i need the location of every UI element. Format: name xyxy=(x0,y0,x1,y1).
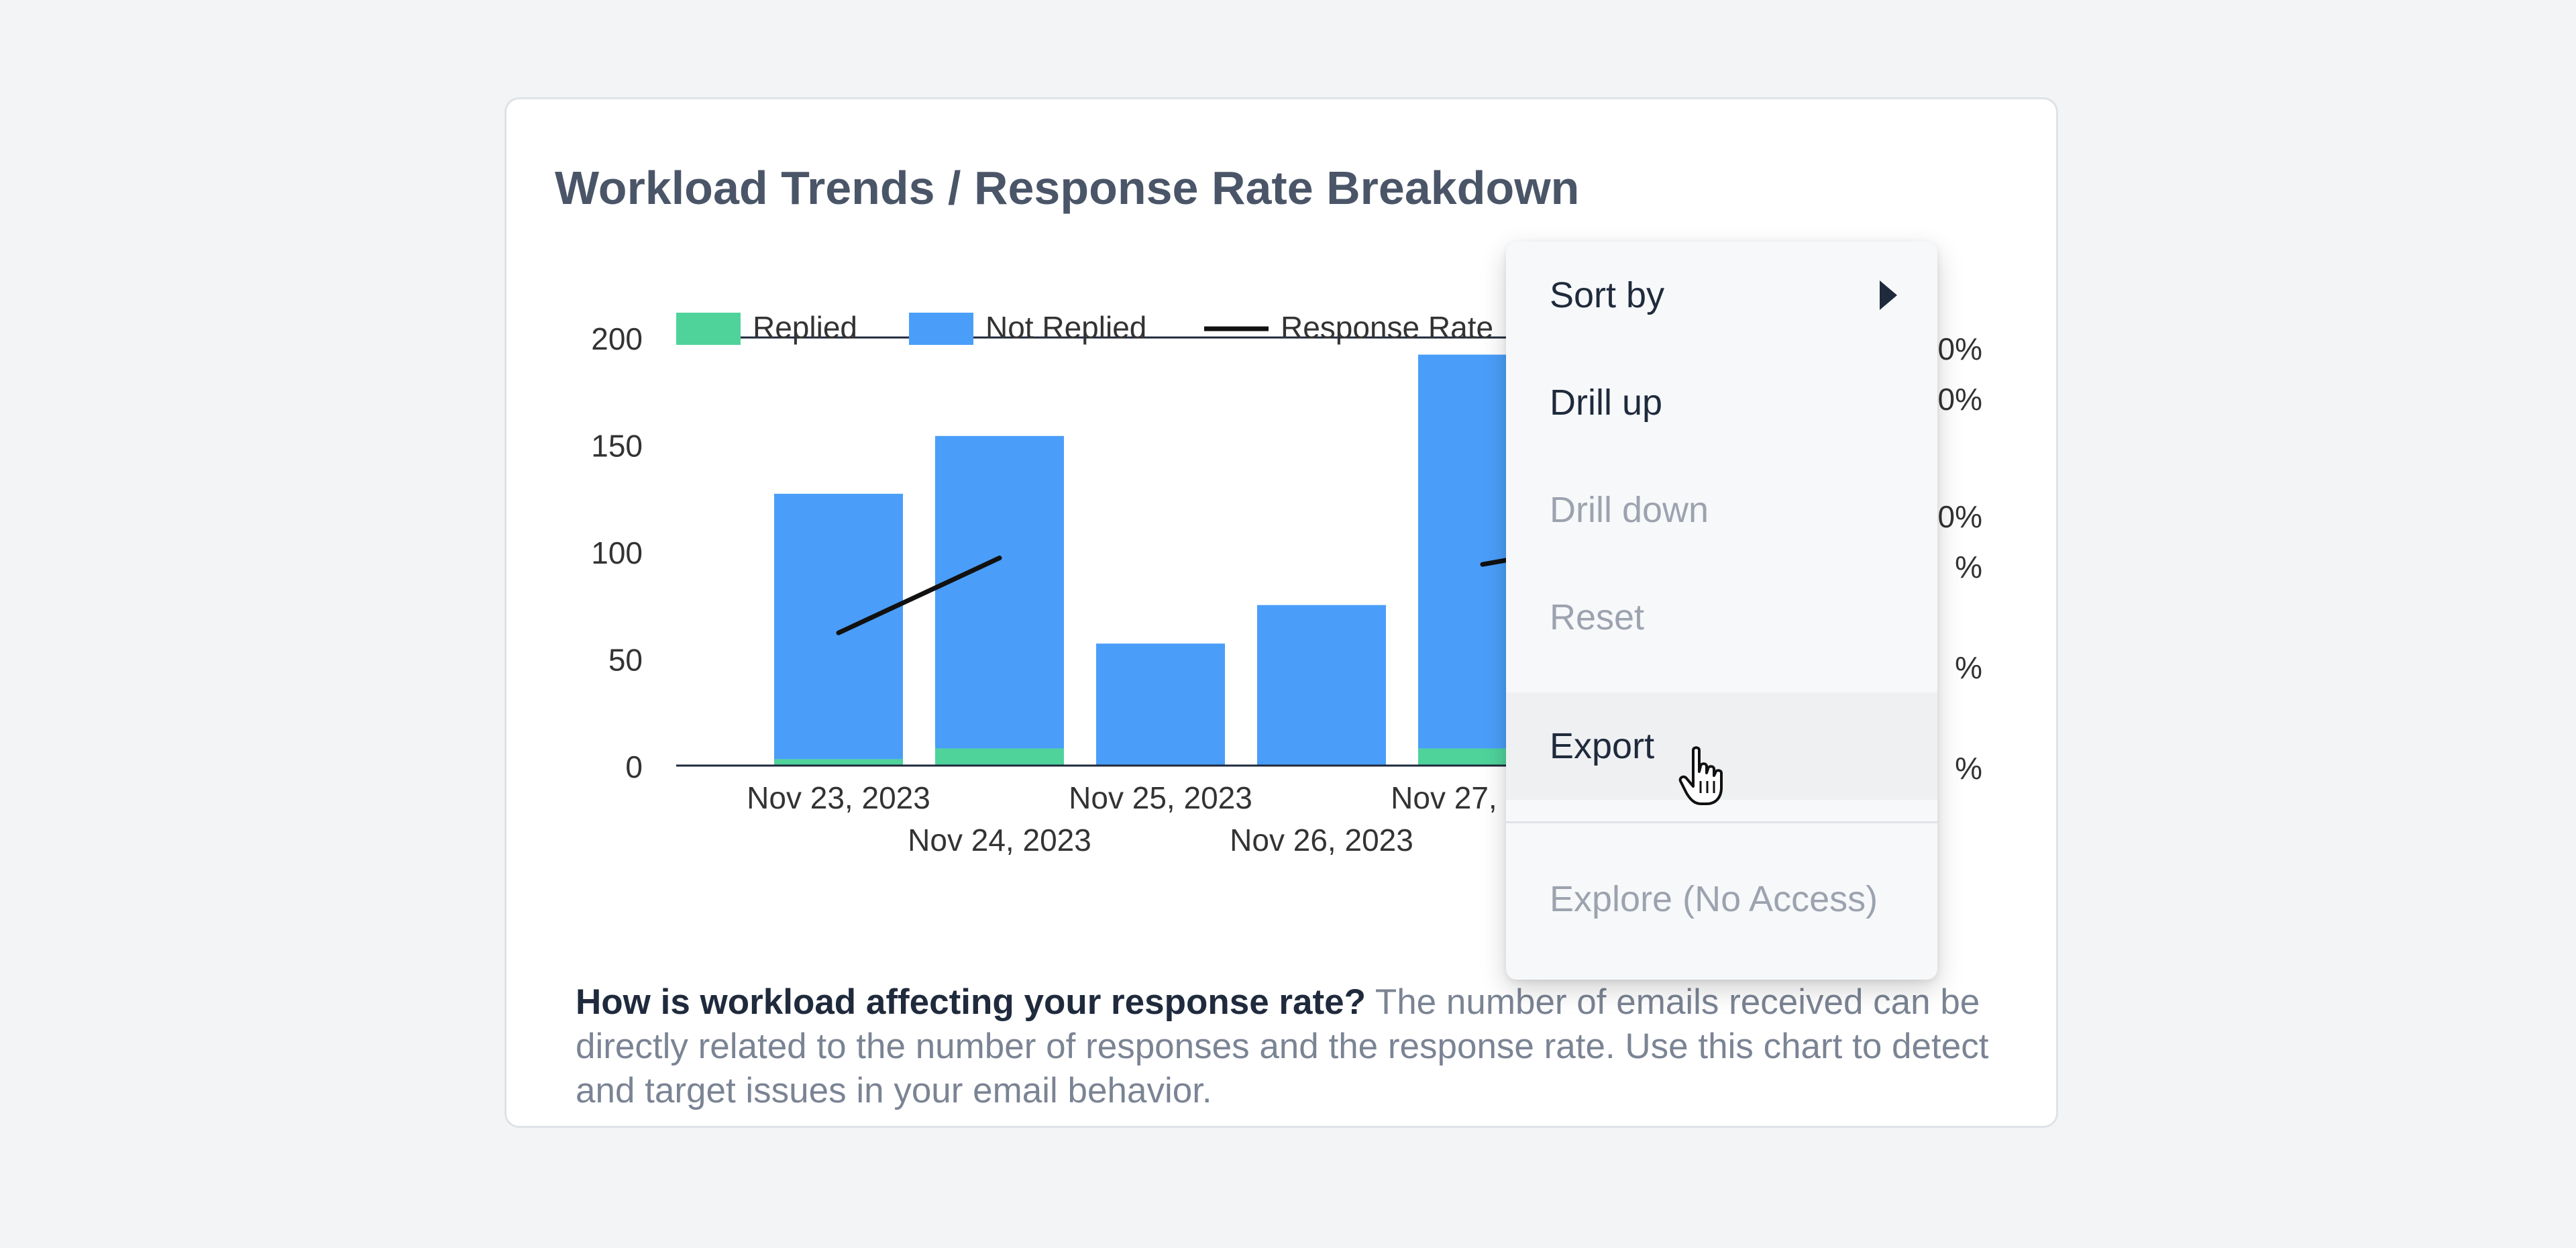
x-tick-label: Nov 24, 2023 xyxy=(908,823,1091,857)
menu-divider xyxy=(1506,821,1937,823)
y-tick-label: 0 xyxy=(625,749,643,784)
legend-response-rate-label: Response Rate xyxy=(1281,310,1493,345)
not-replied-bar xyxy=(1257,605,1386,766)
right-axis-tick-label: % xyxy=(1955,751,1982,786)
not-replied-bar xyxy=(935,435,1064,749)
legend-not-replied-swatch xyxy=(909,313,973,345)
menu-item-label: Explore (No Access) xyxy=(1550,879,1878,919)
x-tick-label: Nov 26, 2023 xyxy=(1230,823,1413,857)
y-tick-label: 150 xyxy=(591,429,643,464)
legend-not-replied-label: Not Replied xyxy=(985,310,1146,345)
chart-description: How is workload affecting your response … xyxy=(576,980,2011,1113)
menu-item-label: Sort by xyxy=(1550,275,1665,315)
context-menu: Sort by Drill up Drill down Reset Export… xyxy=(1506,242,1937,980)
submenu-arrow-icon xyxy=(1880,280,1897,310)
hand-pointer-cursor-icon xyxy=(1678,746,1723,805)
legend-replied-swatch xyxy=(676,313,741,345)
x-tick-label: Nov 23, 2023 xyxy=(747,780,930,815)
y-tick-label: 100 xyxy=(591,535,643,570)
menu-item-label: Drill down xyxy=(1550,490,1709,530)
x-tick-label: Nov 25, 2023 xyxy=(1069,780,1252,815)
right-axis-tick-label: % xyxy=(1955,550,1982,584)
legend-replied-label: Replied xyxy=(753,310,857,345)
description-text: The number of emails received can be dir… xyxy=(576,982,1989,1110)
not-replied-bar xyxy=(1096,643,1225,766)
right-axis-tick-label: 0% xyxy=(1938,382,1982,417)
y-tick-label: 50 xyxy=(608,643,643,678)
replied-bar xyxy=(774,759,903,766)
right-axis-tick-label: % xyxy=(1955,650,1982,685)
menu-item-drill-up[interactable]: Drill up xyxy=(1506,349,1937,456)
response-rate-line xyxy=(1480,558,1509,567)
menu-item-reset: Reset xyxy=(1506,564,1937,671)
workload-chart[interactable]: 200 150 100 50 0 Nov 23, 2023 Nov 24, 2023 Nov … xyxy=(506,99,2056,904)
response-rate-line xyxy=(836,556,1002,635)
card-title: Workload Trends / Response Rate Breakdow… xyxy=(555,162,1580,214)
menu-item-sort-by[interactable]: Sort by xyxy=(1506,242,1937,349)
replied-bar xyxy=(935,748,1064,766)
menu-item-explore: Explore (No Access) xyxy=(1506,845,1937,953)
menu-item-label: Export xyxy=(1550,726,1655,766)
right-axis-tick-label: 0% xyxy=(1938,499,1982,534)
not-replied-bar xyxy=(774,493,903,760)
menu-item-label: Drill up xyxy=(1550,382,1663,423)
y-tick-label: 200 xyxy=(591,321,643,356)
menu-item-drill-down: Drill down xyxy=(1506,456,1937,564)
menu-item-label: Reset xyxy=(1550,597,1645,637)
description-question: How is workload affecting your response … xyxy=(576,982,1366,1022)
